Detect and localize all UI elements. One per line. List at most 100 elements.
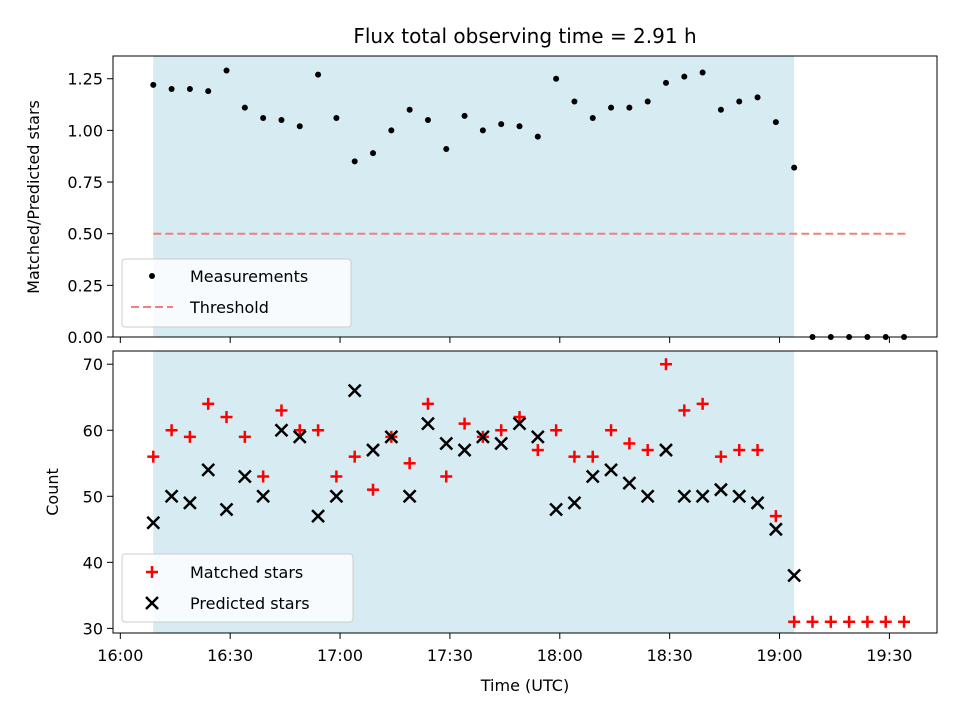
matched-star-point [202,397,215,410]
matched-star-point [165,424,178,437]
measurement-point [424,117,431,124]
matched-star-point [769,510,782,523]
legend-matched-marker [146,566,158,578]
matched-star-point [293,424,306,437]
matched-star-point [568,450,581,463]
measurement-point [717,106,724,113]
bottom-y-ticks: 30 40 50 60 70 [83,355,113,638]
measurement-point [406,106,413,113]
matched-star-point [641,444,654,457]
legend-predicted-label: Predicted stars [190,594,310,613]
y-tick-label: 40 [83,553,103,572]
legend-measurements-label: Measurements [190,267,308,286]
measurement-point [479,127,486,134]
predicted-star-point [732,489,747,504]
matched-star-point [898,615,911,628]
measurement-point [278,117,285,124]
measurement-point [644,98,651,105]
predicted-star-point [768,522,783,537]
measurement-point [791,164,798,171]
matched-star-point [605,424,618,437]
predicted-star-point [237,469,252,484]
matched-star-point [220,411,233,424]
y-tick-label: 0.25 [67,276,103,295]
predicted-star-point [347,383,362,398]
measurement-point [699,69,706,76]
matched-star-point [678,404,691,417]
top-y-axis-label: Matched/Predicted stars [24,100,43,294]
measurement-point [223,67,230,74]
matched-star-point [147,450,160,463]
predicted-star-point [677,489,692,504]
predicted-star-point [549,502,564,517]
predicted-star-point [622,476,637,490]
predicted-star-point [146,515,161,530]
x-tick-label: 19:30 [866,646,912,665]
predicted-star-point [750,496,765,510]
matched-star-point [550,424,563,437]
legend-matched-label: Matched stars [190,563,303,582]
predicted-star-point [201,462,216,477]
predicted-star-point [274,423,289,438]
matched-star-point [751,444,764,457]
chart-title: Flux total observing time = 2.91 h [353,24,696,48]
legend-predicted-marker [145,596,159,610]
matched-star-point [238,430,251,443]
measurement-point [150,81,157,88]
bottom-x-ticks: 16:00 16:30 17:00 17:30 18:00 18:30 19:00 19:30 [97,633,912,665]
matched-star-point [531,444,544,457]
measurement-point [571,98,578,105]
matched-star-point [183,430,196,443]
matched-star-point [714,450,727,463]
measurement-point [388,127,395,134]
x-tick-label: 17:30 [427,646,473,665]
matched-star-point [367,483,380,496]
measurement-point [351,158,358,165]
measurement-point [736,98,743,105]
measurement-point [333,114,340,121]
matched-star-point [440,470,453,483]
matched-star-point [348,450,361,463]
matched-star-point [879,615,892,628]
top-legend: Measurements Threshold [121,258,352,328]
matched-star-point [495,424,508,437]
predicted-star-point [164,489,179,504]
matched-star-point [330,470,343,483]
matched-star-point [458,417,471,430]
predicted-star-point [402,489,417,504]
predicted-star-point [604,462,618,477]
predicted-stars-points [146,383,802,583]
measurement-point [315,71,322,78]
measurement-point [662,79,669,86]
measurement-point [461,112,468,119]
x-tick-label: 16:30 [207,646,253,665]
measurement-point [186,86,193,93]
y-tick-label: 1.00 [67,121,103,140]
predicted-star-point [787,568,802,583]
predicted-star-point [329,489,344,504]
measurement-point [168,86,175,93]
measurement-point [498,121,505,128]
y-tick-label: 60 [83,421,103,440]
matched-star-point [586,450,599,463]
legend-measurements-marker [149,273,155,279]
bottom-plot-frame [112,350,938,634]
predicted-star-point [659,443,673,457]
predicted-star-point [476,429,490,444]
matched-star-point [806,615,819,628]
matched-star-point [275,404,288,417]
measurement-points [150,67,908,340]
predicted-star-point [567,496,582,510]
matched-star-point [733,444,746,457]
measurement-point [589,114,596,121]
matched-star-point [824,615,837,628]
bottom-legend: Matched stars Predicted stars [121,553,354,623]
predicted-star-point [530,429,545,444]
measurement-point [260,114,267,121]
predicted-star-point [714,482,728,497]
bottom-panel: 30 40 50 60 70 16:00 16:30 17:00 17:30 18:00 18:3… [43,350,938,695]
measurement-point [608,104,615,111]
predicted-star-point [256,489,271,504]
measurement-point [681,73,688,80]
